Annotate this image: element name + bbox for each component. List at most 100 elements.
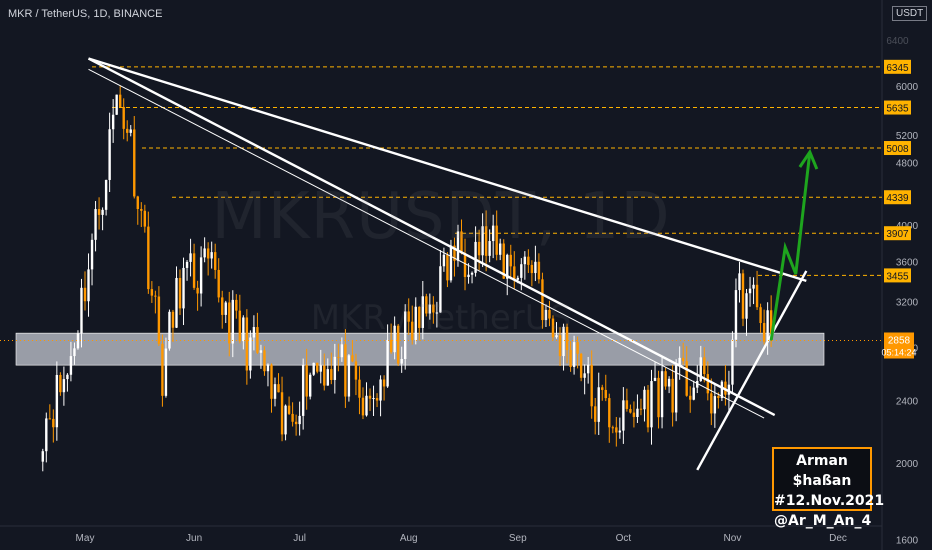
candle-body <box>171 311 175 328</box>
candle-body <box>217 269 220 298</box>
candle-body <box>499 243 502 255</box>
candle-body <box>629 408 632 413</box>
candle-body <box>713 396 717 414</box>
x-tick-label: Aug <box>400 533 418 544</box>
candle-body <box>474 241 477 273</box>
signature-date: #12.Nov.2021 <box>774 493 885 509</box>
candle-body <box>298 415 301 425</box>
trendline-4 <box>696 270 808 471</box>
candle-body <box>572 342 576 367</box>
candle-body <box>622 400 625 431</box>
candle-body <box>439 266 442 313</box>
candle-body <box>527 256 530 265</box>
candle-body <box>681 357 685 362</box>
currency-badge[interactable]: USDT <box>892 6 928 21</box>
candle-body <box>45 418 48 452</box>
level-tag-label: 3455 <box>886 271 909 282</box>
level-tag-4339 <box>884 190 911 205</box>
candle-body <box>460 231 463 254</box>
candle-body <box>59 374 62 393</box>
candle-body <box>129 129 132 133</box>
candle-body <box>330 369 333 380</box>
level-tag-label: 4339 <box>886 193 909 204</box>
candle-body <box>601 387 604 390</box>
y-tick-label: 2000 <box>896 459 919 470</box>
candle-body <box>481 226 484 256</box>
level-tag-5008 <box>884 141 911 156</box>
candle-body <box>354 361 358 380</box>
candle-body <box>351 355 354 362</box>
candle-body <box>484 226 488 256</box>
candle-body <box>586 364 590 374</box>
level-tag-5635 <box>884 100 911 115</box>
candle-body <box>428 304 432 314</box>
candle-body <box>337 356 340 358</box>
candle-body <box>238 310 242 342</box>
watermark-symbol: MKRUSDT, 1D <box>211 180 671 254</box>
candle-body <box>175 277 178 328</box>
candle-body <box>421 296 424 328</box>
candle-body <box>308 374 312 397</box>
candle-body <box>294 421 298 425</box>
candle-body <box>745 293 748 319</box>
candle-body <box>379 379 382 401</box>
candle-body <box>678 357 681 366</box>
candle-body <box>646 389 650 428</box>
candle-body <box>245 317 249 371</box>
level-tag-label: 5635 <box>886 104 909 115</box>
y-tick-label: 2400 <box>896 396 919 407</box>
candle-body <box>143 210 147 227</box>
candle-body <box>62 379 66 393</box>
candle-body <box>182 267 185 309</box>
candle-body <box>696 380 699 388</box>
candle-body <box>333 356 337 380</box>
candle-body <box>579 353 583 378</box>
candle-body <box>442 254 446 267</box>
trendline-1 <box>88 57 807 283</box>
candle-body <box>111 114 115 130</box>
candle-body <box>674 365 678 413</box>
candle-body <box>667 378 671 387</box>
signature-name: Arman $haßan <box>792 453 852 489</box>
level-tag-3455 <box>884 268 911 283</box>
candle-body <box>766 310 769 342</box>
candle-body <box>491 225 495 242</box>
candle-body <box>551 318 555 338</box>
candle-body <box>87 269 90 302</box>
projection-arrow <box>769 151 812 341</box>
trendline-2 <box>87 57 776 417</box>
candle-body <box>185 261 189 268</box>
candle-body <box>396 325 400 364</box>
candle-body <box>541 279 544 321</box>
candle-body <box>287 405 291 414</box>
candle-body <box>717 396 720 398</box>
support-zone <box>15 332 825 366</box>
x-tick-label: Oct <box>616 533 632 544</box>
candle-body <box>558 335 562 357</box>
candle-body <box>150 289 154 296</box>
candle-body <box>636 408 639 418</box>
candle-body <box>66 374 69 380</box>
candle-body <box>133 129 136 197</box>
candle-body <box>650 381 653 428</box>
candle-body <box>256 327 259 353</box>
candle-body <box>706 374 710 394</box>
candle-body <box>189 253 192 262</box>
candle-body <box>657 377 660 418</box>
candle-body <box>168 311 171 349</box>
candle-body <box>414 306 417 340</box>
candle-body <box>252 327 256 338</box>
candle-body <box>731 339 734 385</box>
candle-body <box>699 357 702 381</box>
candle-body <box>530 264 534 274</box>
candle-body <box>118 94 122 107</box>
candle-body <box>502 243 505 279</box>
candle-body <box>178 277 182 309</box>
signature-handle: @Ar_M_An_4 <box>774 513 872 529</box>
ghost-tick-label: 6400 <box>886 36 909 47</box>
current-price-countdown: 05:14:24 <box>881 348 916 358</box>
candle-body <box>569 350 572 367</box>
candle-body <box>224 302 227 315</box>
candle-body <box>386 339 389 387</box>
